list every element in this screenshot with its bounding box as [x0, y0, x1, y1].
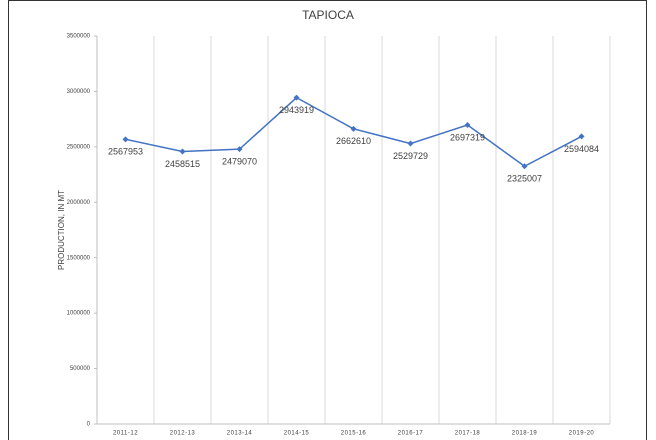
x-tick-label: 2015-16: [341, 431, 367, 437]
data-label: 2662610: [336, 136, 371, 146]
y-tick-label: 3000000: [67, 89, 91, 95]
x-tick-label: 2019-20: [569, 431, 595, 437]
data-label: 2594084: [564, 144, 599, 154]
marker: [350, 125, 357, 132]
y-tick-label: 2000000: [67, 200, 91, 206]
data-label: 2479070: [222, 157, 257, 167]
data-label: 2325007: [507, 174, 542, 184]
x-tick-label: 2018-19: [512, 431, 538, 437]
x-tick-label: 2014-15: [284, 431, 310, 437]
marker: [122, 136, 129, 143]
x-tick-label: 2013-14: [227, 431, 253, 437]
x-tick-label: 2016-17: [398, 431, 424, 437]
marker: [464, 121, 471, 128]
y-tick-label: 1500000: [67, 255, 91, 261]
chart-title: TAPIOCA: [302, 8, 354, 22]
x-tick-label: 2017-18: [455, 431, 481, 437]
data-label: 2567953: [108, 147, 143, 157]
y-tick-label: 1000000: [67, 311, 91, 317]
marker: [578, 133, 585, 140]
y-tick-label: 2500000: [67, 144, 91, 150]
data-label: 2697319: [450, 132, 485, 142]
data-label: 2943919: [279, 105, 314, 115]
marker: [407, 140, 414, 147]
y-tick-label: 0: [87, 422, 91, 428]
marker: [293, 94, 300, 101]
marker: [179, 148, 186, 155]
y-tick-label: 500000: [70, 366, 91, 372]
marker: [521, 163, 528, 170]
marker: [236, 146, 243, 153]
chart-frame: [8, 0, 647, 440]
x-tick-label: 2012-13: [170, 431, 196, 437]
data-label: 2458515: [165, 159, 200, 169]
x-tick-label: 2011-12: [113, 431, 138, 437]
data-label: 2529729: [393, 151, 428, 161]
y-tick-label: 3500000: [67, 34, 91, 40]
y-axis-title: PRODUCTION, IN MT: [57, 190, 66, 270]
